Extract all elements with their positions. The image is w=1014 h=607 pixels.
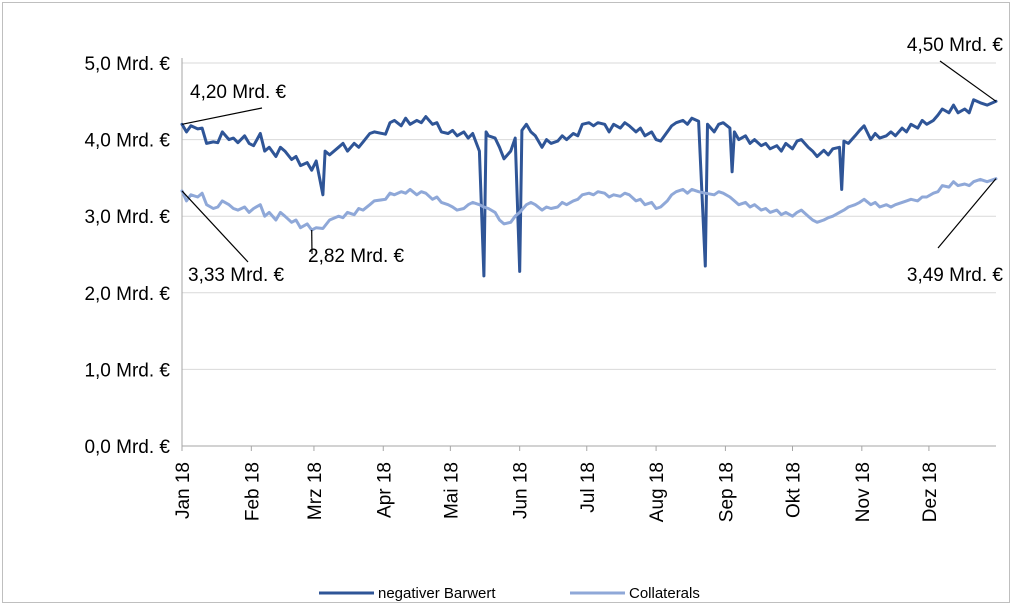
annotation-label: 3,49 Mrd. € [907,265,1004,286]
x-tick-label: Jun 18 [511,462,532,519]
x-tick-label: Mrz 18 [305,462,326,520]
x-tick-label: Okt 18 [784,462,805,518]
x-tick-label: Feb 18 [242,462,263,521]
y-tick-label: 5,0 Mrd. € [84,54,170,75]
x-tick-label: Aug 18 [647,462,668,522]
x-tick-label: Sep 18 [716,462,737,522]
x-tick-label: Jan 18 [173,462,194,519]
x-tick-label: Apr 18 [374,462,395,518]
annotation-label: 4,50 Mrd. € [907,35,1004,56]
y-tick-label: 1,0 Mrd. € [84,360,170,381]
x-tick-label: Dez 18 [920,462,941,522]
annotation-leader-line [181,107,263,125]
legend-label: Collaterals [629,585,700,602]
series-line-collaterals [180,177,998,232]
x-tick-label: Nov 18 [853,462,874,522]
y-tick-label: 2,0 Mrd. € [84,284,170,305]
annotation-leader-line [181,190,249,263]
annotation-label: 2,82 Mrd. € [308,246,405,267]
legend-label: negativer Barwert [378,585,496,602]
annotation-leader-line [939,60,997,102]
y-tick-label: 4,0 Mrd. € [84,131,170,152]
annotation-label: 3,33 Mrd. € [188,265,285,286]
series-line-negativer-barwert [180,98,998,278]
x-tick-label: Jul 18 [578,462,599,513]
annotation-label: 4,20 Mrd. € [190,82,287,103]
y-tick-label: 0,0 Mrd. € [84,437,170,458]
x-tick-label: Mai 18 [441,462,462,519]
y-tick-label: 3,0 Mrd. € [84,207,170,228]
annotation-leader-line [937,178,997,249]
